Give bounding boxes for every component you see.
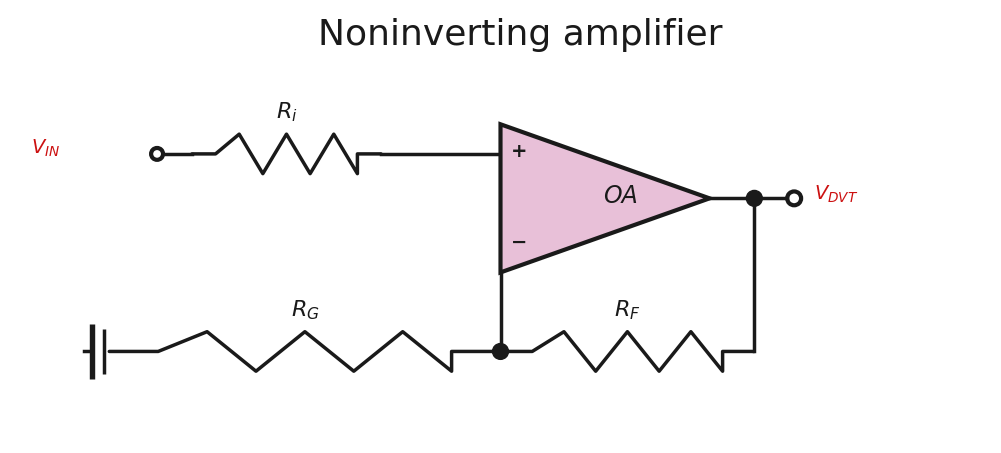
Circle shape (492, 343, 509, 359)
Text: +: + (511, 142, 527, 161)
Text: $R_G$: $R_G$ (290, 298, 319, 322)
Text: $R_i$: $R_i$ (275, 101, 297, 124)
Text: Noninverting amplifier: Noninverting amplifier (318, 19, 723, 53)
Circle shape (747, 190, 763, 206)
Text: $V_{DVT}$: $V_{DVT}$ (814, 184, 859, 205)
Text: OA: OA (603, 184, 638, 208)
Polygon shape (500, 124, 710, 272)
Text: $V_{IN}$: $V_{IN}$ (31, 137, 60, 159)
Text: $R_F$: $R_F$ (615, 298, 641, 322)
Text: −: − (511, 233, 527, 252)
